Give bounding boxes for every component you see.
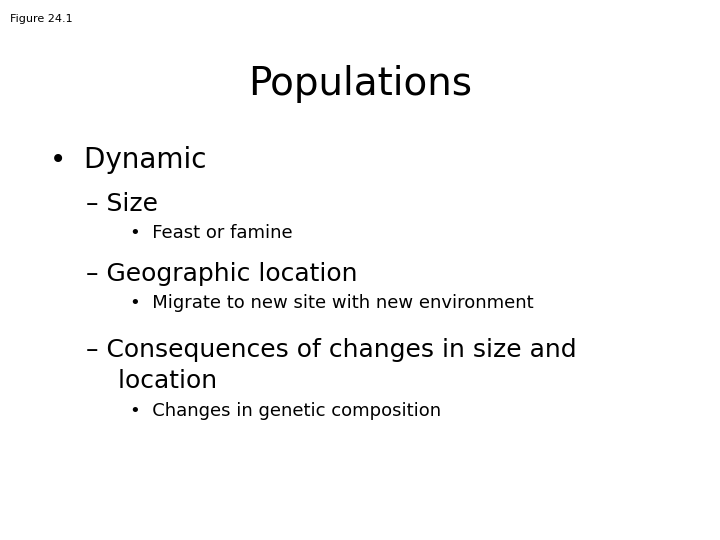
Text: •  Migrate to new site with new environment: • Migrate to new site with new environme…	[130, 294, 534, 312]
Text: – Size: – Size	[86, 192, 158, 215]
Text: – Geographic location: – Geographic location	[86, 262, 358, 286]
Text: – Consequences of changes in size and
    location: – Consequences of changes in size and lo…	[86, 338, 577, 393]
Text: Populations: Populations	[248, 65, 472, 103]
Text: •  Dynamic: • Dynamic	[50, 146, 207, 174]
Text: •  Feast or famine: • Feast or famine	[130, 224, 292, 242]
Text: Figure 24.1: Figure 24.1	[10, 14, 73, 24]
Text: •  Changes in genetic composition: • Changes in genetic composition	[130, 402, 441, 420]
